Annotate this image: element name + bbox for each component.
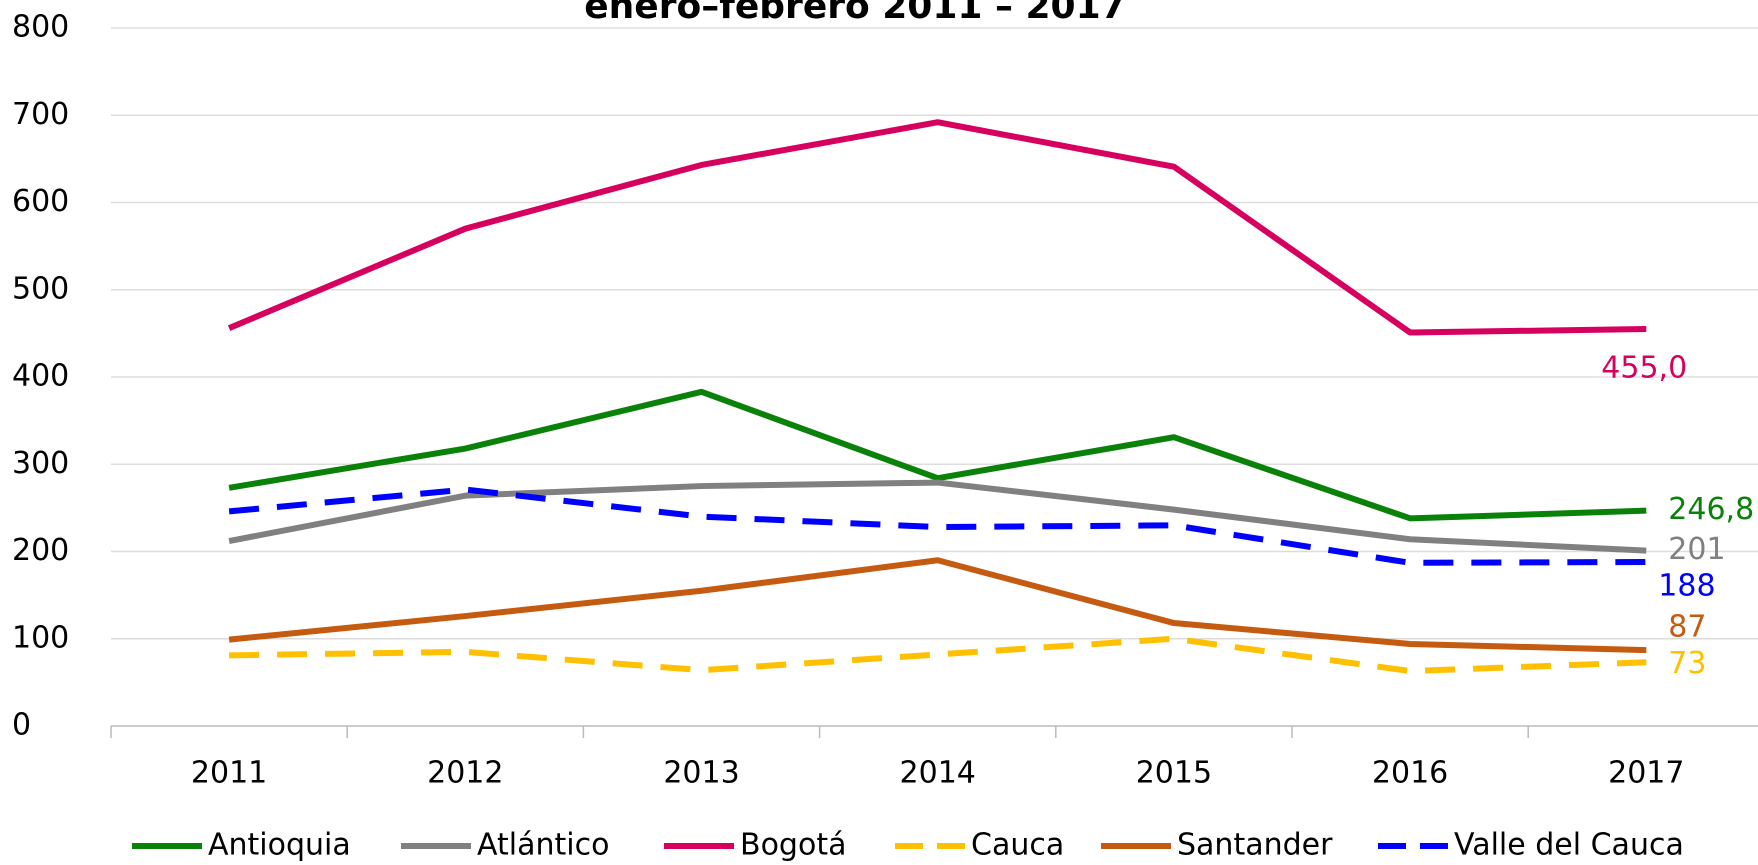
legend-label: Santander: [1177, 828, 1333, 863]
legend-label: Valle del Cauca: [1454, 828, 1684, 863]
x-tick-label: 2017: [1608, 756, 1684, 791]
series-line: [228, 388, 1647, 522]
y-tick-label: 700: [12, 97, 69, 132]
chart-title: enero–febrero 2011 – 2017: [584, 0, 1125, 27]
x-tick-label: 2015: [1136, 756, 1212, 791]
data-label: 201: [1668, 532, 1725, 567]
legend-label: Bogotá: [740, 828, 846, 863]
x-tick-label: 2016: [1372, 756, 1448, 791]
y-tick-label: 0: [12, 708, 31, 743]
x-tick-label: 2013: [663, 756, 739, 791]
x-tick-label: 2012: [427, 756, 503, 791]
y-tick-label: 500: [12, 271, 69, 306]
x-tick-label: 2011: [191, 756, 267, 791]
data-label: 246,8: [1668, 492, 1754, 527]
data-label: 87: [1668, 610, 1706, 645]
series-line: [228, 479, 1647, 554]
y-tick-label: 300: [12, 446, 69, 481]
data-label: 73: [1668, 646, 1706, 681]
y-tick-label: 800: [12, 10, 69, 45]
y-tick-label: 200: [12, 533, 69, 568]
legend-label: Atlántico: [477, 828, 609, 863]
x-tick-label: 2014: [900, 756, 976, 791]
y-tick-label: 100: [12, 620, 69, 655]
legend-label: Cauca: [971, 828, 1064, 863]
series-line: [228, 557, 1647, 654]
series-line: [227, 119, 1647, 336]
y-tick-label: 600: [12, 184, 69, 219]
y-tick-label: 400: [12, 359, 69, 394]
data-label: 188: [1658, 568, 1715, 603]
legend-label: Antioquia: [208, 828, 351, 863]
data-label: 455,0: [1601, 351, 1687, 386]
